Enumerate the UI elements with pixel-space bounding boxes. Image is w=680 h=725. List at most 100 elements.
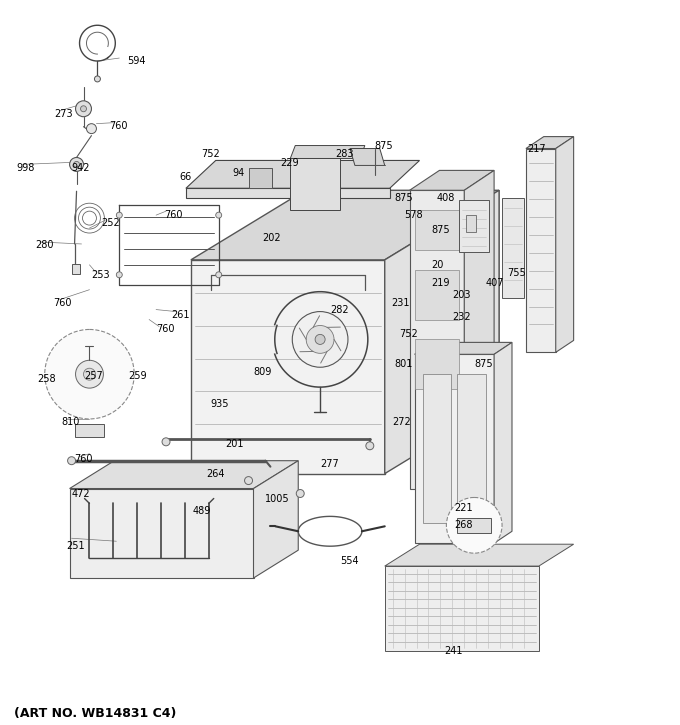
Polygon shape xyxy=(290,159,340,210)
Polygon shape xyxy=(526,136,574,149)
Text: 801: 801 xyxy=(394,360,413,369)
Text: 258: 258 xyxy=(37,374,55,384)
Circle shape xyxy=(86,124,97,133)
Text: 760: 760 xyxy=(109,120,128,130)
Text: 217: 217 xyxy=(527,144,545,154)
Text: 875: 875 xyxy=(375,141,394,151)
Circle shape xyxy=(75,101,91,117)
Text: 94: 94 xyxy=(233,168,245,178)
Text: 875: 875 xyxy=(432,225,450,235)
Text: 202: 202 xyxy=(262,233,281,243)
Circle shape xyxy=(216,212,222,218)
Text: 760: 760 xyxy=(164,210,182,220)
Text: 935: 935 xyxy=(211,399,229,409)
Circle shape xyxy=(315,334,325,344)
Polygon shape xyxy=(385,190,499,473)
Text: 282: 282 xyxy=(330,304,349,315)
Text: 554: 554 xyxy=(340,556,358,566)
Polygon shape xyxy=(494,342,512,543)
Text: 273: 273 xyxy=(54,109,73,119)
Polygon shape xyxy=(466,215,476,232)
Polygon shape xyxy=(409,170,494,190)
Text: 408: 408 xyxy=(437,194,455,203)
Text: 272: 272 xyxy=(392,417,411,427)
Circle shape xyxy=(306,326,334,353)
Polygon shape xyxy=(415,342,512,355)
Polygon shape xyxy=(458,374,486,523)
Text: 809: 809 xyxy=(254,368,272,377)
Circle shape xyxy=(73,162,80,167)
Polygon shape xyxy=(422,374,452,523)
Polygon shape xyxy=(69,460,299,489)
Text: 875: 875 xyxy=(394,194,413,203)
Text: 261: 261 xyxy=(171,310,190,320)
Polygon shape xyxy=(385,566,539,650)
Text: 942: 942 xyxy=(71,163,90,173)
Polygon shape xyxy=(290,146,365,159)
Circle shape xyxy=(75,360,103,388)
Text: 219: 219 xyxy=(432,278,450,288)
Circle shape xyxy=(116,212,122,218)
Circle shape xyxy=(69,157,84,171)
Text: 268: 268 xyxy=(454,521,473,531)
Text: (ART NO. WB14831 C4): (ART NO. WB14831 C4) xyxy=(14,708,176,720)
Circle shape xyxy=(95,76,101,82)
Text: 259: 259 xyxy=(129,371,147,381)
Text: 489: 489 xyxy=(193,507,211,516)
Polygon shape xyxy=(409,190,464,489)
Text: 1005: 1005 xyxy=(265,494,290,503)
Polygon shape xyxy=(254,460,299,578)
Circle shape xyxy=(292,312,348,368)
Text: 280: 280 xyxy=(35,240,53,250)
Polygon shape xyxy=(385,544,574,566)
Polygon shape xyxy=(502,198,524,298)
Polygon shape xyxy=(415,210,459,250)
Polygon shape xyxy=(526,149,556,352)
Text: 810: 810 xyxy=(62,417,80,427)
Polygon shape xyxy=(186,188,390,198)
Polygon shape xyxy=(415,270,459,320)
Text: 760: 760 xyxy=(54,298,72,307)
Text: 277: 277 xyxy=(320,459,339,468)
Text: 232: 232 xyxy=(452,312,471,322)
Text: 283: 283 xyxy=(335,149,354,159)
Text: 252: 252 xyxy=(101,218,120,228)
Text: 201: 201 xyxy=(226,439,244,449)
Polygon shape xyxy=(69,489,254,578)
Polygon shape xyxy=(464,170,494,489)
Polygon shape xyxy=(191,190,499,260)
Polygon shape xyxy=(248,168,273,188)
Text: 755: 755 xyxy=(507,268,526,278)
Polygon shape xyxy=(305,190,499,404)
Text: 203: 203 xyxy=(452,290,471,299)
Text: 66: 66 xyxy=(179,173,191,183)
Polygon shape xyxy=(71,264,80,274)
Circle shape xyxy=(296,489,304,497)
Text: 241: 241 xyxy=(445,645,463,655)
Text: 875: 875 xyxy=(474,360,493,369)
Text: 20: 20 xyxy=(432,260,444,270)
Text: 231: 231 xyxy=(392,298,410,307)
Text: 221: 221 xyxy=(454,503,473,513)
Circle shape xyxy=(366,442,374,450)
Text: 251: 251 xyxy=(67,542,85,551)
Polygon shape xyxy=(191,260,385,473)
Text: 253: 253 xyxy=(91,270,110,280)
Text: 257: 257 xyxy=(84,371,103,381)
Circle shape xyxy=(45,329,134,419)
Circle shape xyxy=(216,272,222,278)
Text: 998: 998 xyxy=(16,163,34,173)
Polygon shape xyxy=(75,424,105,437)
Polygon shape xyxy=(186,160,420,188)
Text: 264: 264 xyxy=(206,468,224,479)
Text: 594: 594 xyxy=(127,56,146,66)
Polygon shape xyxy=(350,149,385,165)
Circle shape xyxy=(245,476,252,484)
Circle shape xyxy=(84,368,95,380)
Text: 760: 760 xyxy=(75,454,93,464)
Polygon shape xyxy=(556,136,574,352)
Circle shape xyxy=(162,438,170,446)
Text: 407: 407 xyxy=(485,278,504,288)
Circle shape xyxy=(67,457,75,465)
Polygon shape xyxy=(459,200,489,252)
